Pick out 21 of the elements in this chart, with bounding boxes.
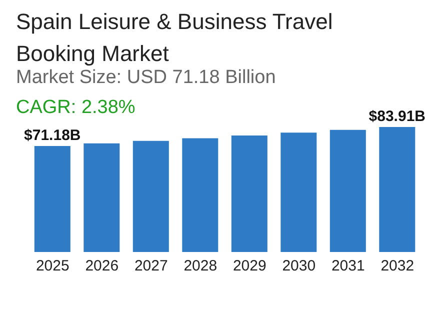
chart-title: Spain Leisure & Business Travel Booking Market [16, 9, 333, 66]
x-tick-label: 2027 [134, 258, 168, 275]
data-label: $71.18B [24, 126, 81, 144]
x-tick-label: 2025 [36, 258, 70, 275]
x-tick-label: 2032 [380, 258, 414, 275]
bar [84, 143, 120, 252]
x-tick-label: 2028 [184, 258, 218, 275]
x-tick-label: 2031 [331, 258, 365, 275]
x-tick-label: 2026 [85, 258, 119, 275]
bar [330, 130, 366, 252]
text: CAGR: 2.38% [16, 97, 136, 119]
x-tick-label: 2029 [232, 258, 266, 275]
bar [182, 138, 218, 252]
bar [231, 136, 268, 252]
x-tick-label: 2030 [282, 258, 316, 275]
bar [280, 132, 317, 252]
bar [132, 140, 169, 252]
bar [34, 146, 70, 252]
data-label: $83.91B [368, 108, 426, 125]
chart-subtitle: Market Size: USD 71.18 Billion [16, 67, 276, 89]
bar [379, 127, 416, 252]
